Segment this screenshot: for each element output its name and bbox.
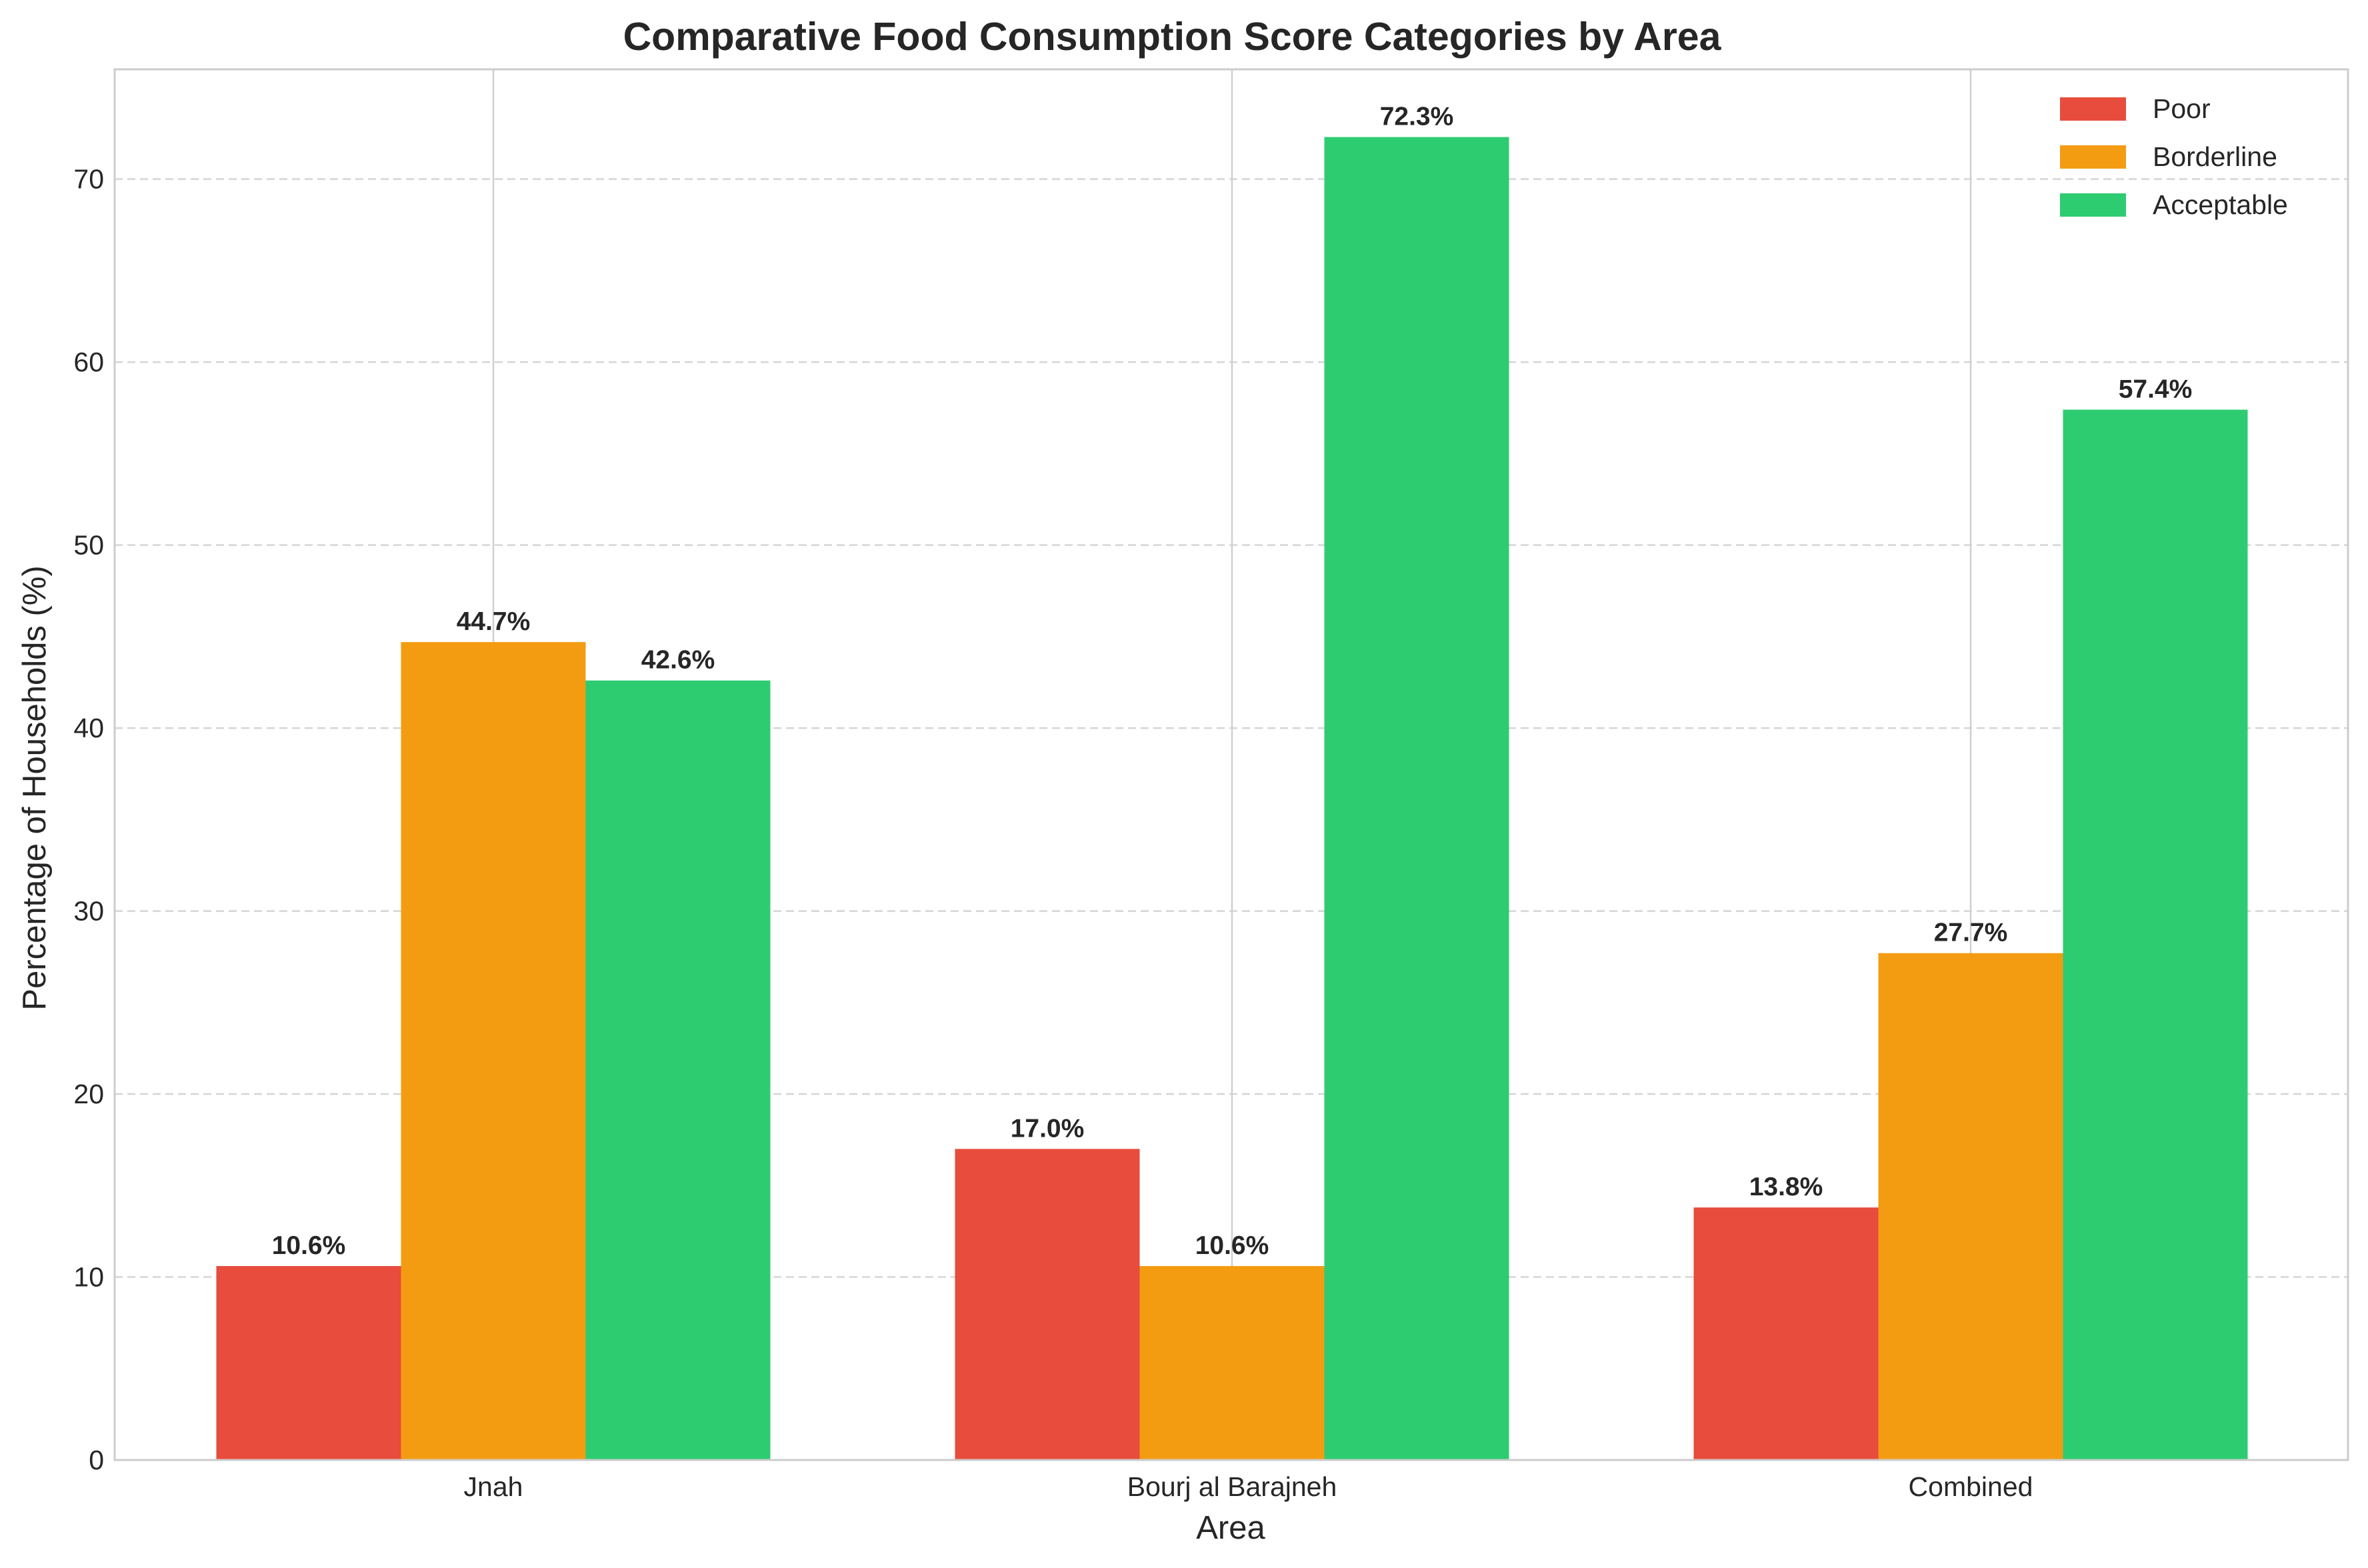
plot-frame — [113, 68, 2349, 1461]
bar-poor-combined — [1693, 1207, 1879, 1460]
y-tick-label: 10 — [73, 1262, 104, 1293]
bar-value-label: 17.0% — [1011, 1114, 1085, 1143]
legend-label-borderline: Borderline — [2153, 141, 2277, 172]
y-tick-label: 40 — [73, 713, 104, 743]
y-tick-label: 60 — [73, 347, 104, 377]
bar-borderline-combined — [1878, 953, 2063, 1460]
x-tick-label: Bourj al Barajneh — [1127, 1471, 1337, 1502]
legend-label-acceptable: Acceptable — [2153, 189, 2288, 220]
y-tick-label: 70 — [73, 164, 104, 195]
bar-value-label: 72.3% — [1380, 103, 1454, 131]
y-tick-label: 30 — [73, 896, 104, 927]
bar-value-label: 42.6% — [641, 646, 715, 675]
bar-borderline-bourj-al-barajneh — [1139, 1266, 1325, 1460]
bar-poor-jnah — [216, 1266, 401, 1460]
bar-poor-bourj-al-barajneh — [955, 1149, 1140, 1460]
bar-value-label: 44.7% — [457, 607, 531, 636]
y-axis-label: Percentage of Households (%) — [17, 565, 53, 1010]
x-tick-label: Combined — [1909, 1471, 2033, 1502]
bar-acceptable-combined — [2063, 409, 2248, 1461]
legend-swatch-borderline — [2060, 145, 2126, 169]
bar-value-label: 57.4% — [2119, 375, 2193, 404]
y-tick-label: 20 — [73, 1079, 104, 1109]
y-tick-label: 0 — [89, 1445, 104, 1475]
bars — [216, 137, 2248, 1461]
bar-value-label: 13.8% — [1749, 1173, 1823, 1201]
bar-acceptable-jnah — [585, 680, 771, 1460]
bar-value-label: 10.6% — [272, 1231, 346, 1260]
legend-label-poor: Poor — [2153, 93, 2211, 124]
x-tick-label: Jnah — [464, 1471, 523, 1502]
x-axis-label: Area — [1196, 1510, 1265, 1546]
bar-acceptable-bourj-al-barajneh — [1324, 137, 1509, 1460]
bar-borderline-jnah — [401, 642, 586, 1460]
bar-value-label: 10.6% — [1195, 1231, 1269, 1260]
legend-swatch-poor — [2060, 97, 2126, 121]
bar-value-label: 27.7% — [1934, 919, 2008, 947]
y-tick-label: 50 — [73, 530, 104, 561]
axis-ticks: 0 10 20 30 40 50 60 70 Jnah Bourj al Barajneh Comb… — [73, 164, 2033, 1502]
legend: Poor Borderline Acceptable — [2060, 93, 2288, 220]
chart-title: Comparative Food Consumption Score Categ… — [623, 15, 1722, 59]
data-labels: 10.6% 17.0% 13.8% 44.7% 10.6% 27.7% 42.6% 72.3%… — [272, 103, 2193, 1261]
legend-swatch-acceptable — [2060, 193, 2126, 217]
